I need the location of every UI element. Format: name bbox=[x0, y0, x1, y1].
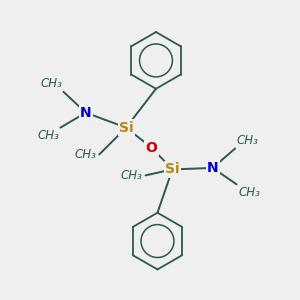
Text: Si: Si bbox=[165, 162, 180, 176]
Text: CH₃: CH₃ bbox=[237, 134, 259, 147]
Text: CH₃: CH₃ bbox=[74, 148, 96, 161]
Text: CH₃: CH₃ bbox=[238, 186, 260, 199]
Text: CH₃: CH₃ bbox=[121, 169, 142, 182]
Text: N: N bbox=[207, 161, 218, 175]
Text: CH₃: CH₃ bbox=[40, 77, 62, 90]
Text: Si: Si bbox=[119, 121, 134, 135]
Text: N: N bbox=[80, 106, 92, 120]
Text: O: O bbox=[146, 141, 158, 154]
Text: CH₃: CH₃ bbox=[37, 129, 59, 142]
